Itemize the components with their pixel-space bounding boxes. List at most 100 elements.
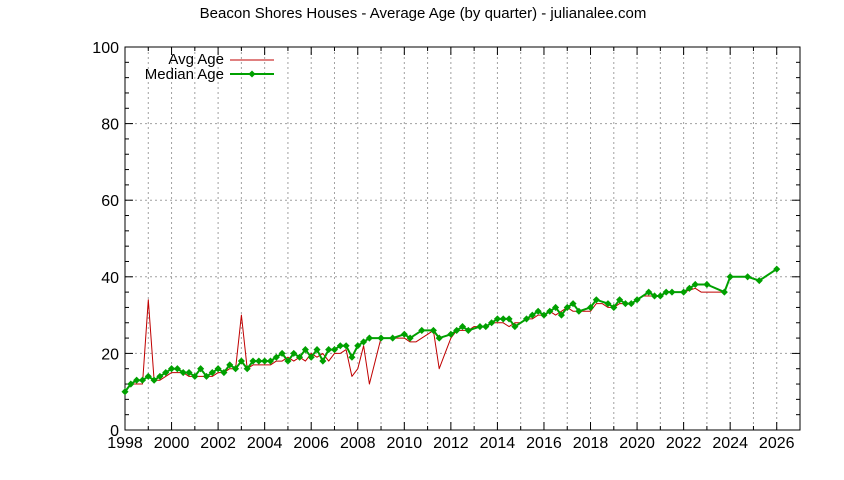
- x-tick-label: 2022: [666, 435, 702, 452]
- data-point-marker: [418, 326, 426, 334]
- data-point-marker: [621, 300, 629, 308]
- data-point-marker: [627, 300, 635, 308]
- data-point-marker: [773, 265, 781, 273]
- data-point-marker: [150, 376, 158, 384]
- data-point-marker: [458, 323, 467, 331]
- data-point-marker: [290, 349, 298, 357]
- data-point-marker: [173, 365, 181, 373]
- data-point-marker: [656, 292, 664, 300]
- x-tick-label: 2014: [480, 435, 516, 452]
- data-point-marker: [429, 326, 437, 334]
- x-tick-label: 2024: [712, 435, 748, 452]
- x-tick-label: 2010: [387, 435, 423, 452]
- data-point-marker: [185, 369, 193, 377]
- data-point-marker: [552, 303, 560, 311]
- y-tick-label: 100: [92, 40, 119, 57]
- data-point-marker: [278, 349, 286, 357]
- x-tick-label: 2008: [340, 435, 376, 452]
- data-point-marker: [662, 288, 670, 296]
- data-point-marker: [703, 280, 711, 288]
- legend-label-median-age: Median Age: [145, 66, 224, 83]
- data-point-marker: [499, 315, 507, 323]
- data-point-marker: [243, 365, 251, 373]
- data-point-marker: [482, 323, 490, 331]
- x-tick-label: 2006: [293, 435, 329, 452]
- y-tick-label: 20: [101, 346, 119, 363]
- data-point-marker: [505, 315, 513, 323]
- data-point-marker: [569, 300, 577, 308]
- data-point-marker: [284, 357, 292, 365]
- data-point-marker: [476, 323, 484, 331]
- data-point-marker: [546, 307, 554, 315]
- data-point-marker: [493, 315, 501, 323]
- data-point-marker: [447, 330, 455, 338]
- data-point-marker: [453, 326, 461, 334]
- data-point-marker: [557, 311, 565, 319]
- x-tick-label: 1998: [107, 435, 143, 452]
- y-tick-label: 0: [110, 423, 119, 440]
- data-point-marker: [237, 357, 245, 365]
- data-point-marker: [325, 346, 333, 354]
- data-point-marker: [313, 346, 321, 354]
- y-tick-label: 60: [101, 193, 119, 210]
- data-point-marker: [138, 376, 146, 384]
- x-tick-label: 2026: [759, 435, 795, 452]
- x-tick-label: 2002: [200, 435, 236, 452]
- x-tick-label: 2018: [573, 435, 609, 452]
- x-tick-label: 2016: [526, 435, 562, 452]
- data-point-marker: [330, 346, 339, 354]
- data-point-marker: [249, 357, 257, 365]
- data-point-marker: [435, 334, 443, 342]
- data-point-marker: [522, 315, 531, 323]
- data-point-marker: [354, 342, 362, 350]
- data-point-marker: [214, 365, 222, 373]
- data-point-marker: [261, 357, 269, 365]
- data-point-marker: [121, 388, 129, 396]
- data-point-marker: [220, 369, 228, 377]
- data-point-marker: [202, 372, 211, 380]
- data-point-marker: [755, 277, 763, 285]
- data-point-marker: [534, 307, 542, 315]
- data-point-marker: [307, 353, 315, 361]
- data-point-marker: [511, 323, 519, 331]
- data-point-marker: [575, 307, 583, 315]
- grid-lines: [125, 47, 800, 430]
- data-point-marker: [162, 369, 170, 377]
- data-point-marker: [563, 303, 571, 311]
- data-point-marker: [197, 365, 205, 373]
- data-point-marker: [685, 284, 693, 292]
- data-point-marker: [400, 330, 408, 338]
- data-point-marker: [488, 319, 496, 327]
- data-series: [121, 265, 781, 396]
- data-point-marker: [586, 303, 595, 311]
- data-point-marker: [266, 357, 275, 365]
- x-tick-label: 2004: [247, 435, 283, 452]
- data-point-marker: [342, 342, 350, 350]
- data-point-marker: [191, 372, 199, 380]
- data-point-marker: [610, 303, 618, 311]
- data-point-marker: [650, 292, 659, 300]
- data-point-marker: [127, 380, 135, 388]
- data-point-marker: [592, 296, 600, 304]
- data-point-marker: [645, 288, 653, 296]
- data-point-marker: [272, 353, 280, 361]
- data-point-marker: [540, 311, 548, 319]
- data-point-marker: [389, 334, 397, 342]
- data-point-marker: [226, 361, 234, 369]
- data-point-marker: [377, 334, 385, 342]
- data-point-marker: [208, 369, 216, 377]
- legend: Avg Age Median Age: [145, 51, 274, 83]
- x-tick-label: 2012: [433, 435, 469, 452]
- x-tick-label: 2000: [154, 435, 190, 452]
- data-point-marker: [255, 357, 263, 365]
- data-point-marker: [528, 311, 536, 319]
- plot-border: [124, 46, 801, 431]
- data-point-marker: [179, 369, 187, 377]
- data-point-marker: [348, 353, 356, 361]
- data-point-marker: [616, 296, 624, 304]
- data-point-marker: [336, 342, 344, 350]
- data-point-marker: [168, 365, 176, 373]
- legend-label-avg-age: Avg Age: [168, 51, 224, 68]
- data-point-marker: [296, 353, 304, 361]
